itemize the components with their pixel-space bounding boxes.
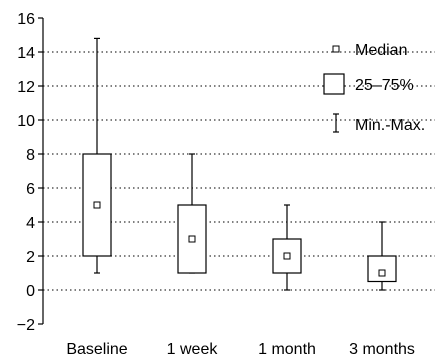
legend-median-marker xyxy=(332,45,340,53)
legend-median-label: Median xyxy=(355,42,407,59)
y-tick-label: 10 xyxy=(17,113,35,130)
y-axis: −2 0 2 4 6 8 10 12 14 16 xyxy=(17,11,44,334)
median-marker xyxy=(378,269,386,277)
legend-whisker-label: Min.-Max. xyxy=(355,117,425,134)
y-tick-label: 0 xyxy=(26,283,35,300)
box-1-week xyxy=(177,153,207,274)
box-1-month xyxy=(272,204,302,291)
median-marker xyxy=(93,201,101,209)
y-tick-label: 8 xyxy=(26,147,35,164)
legend: Median 25–75% Min.-Max. xyxy=(323,42,425,134)
x-axis-labels: Baseline 1 week 1 month 3 months xyxy=(66,341,415,358)
x-tick-label: 3 months xyxy=(349,341,415,358)
y-tick-label: 16 xyxy=(17,11,35,28)
y-tick-label: 12 xyxy=(17,79,35,96)
legend-box-label: 25–75% xyxy=(355,77,414,94)
x-tick-label: Baseline xyxy=(66,341,127,358)
iqr-box xyxy=(367,255,397,283)
legend-box-marker xyxy=(323,73,345,95)
boxes-layer xyxy=(82,37,397,291)
x-tick-label: 1 week xyxy=(167,341,219,358)
median-marker xyxy=(188,235,196,243)
y-tick-label: 6 xyxy=(26,181,35,198)
median-marker xyxy=(283,252,291,260)
x-tick-label: 1 month xyxy=(258,341,316,358)
y-tick-label: −2 xyxy=(17,317,35,334)
y-tick-label: 4 xyxy=(26,215,35,232)
box-3-months xyxy=(367,221,397,291)
y-tick-label: 14 xyxy=(17,45,35,62)
y-tick-label: 2 xyxy=(26,249,35,266)
legend-whisker-marker xyxy=(333,113,339,133)
box-baseline xyxy=(82,37,112,274)
